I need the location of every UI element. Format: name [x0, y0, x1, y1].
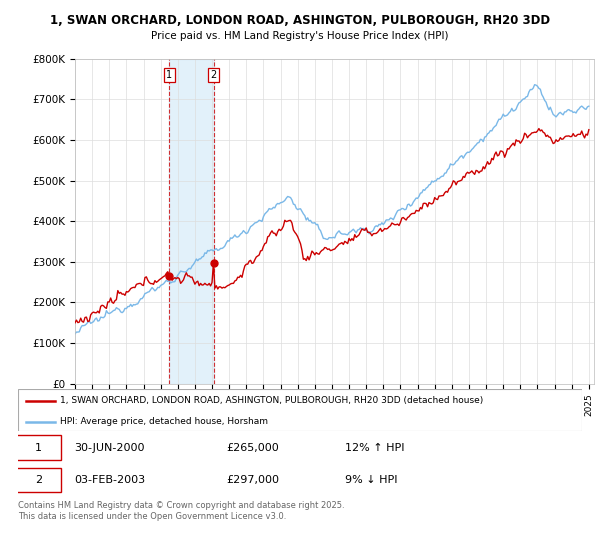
Text: £297,000: £297,000 [227, 475, 280, 486]
Text: 1, SWAN ORCHARD, LONDON ROAD, ASHINGTON, PULBOROUGH, RH20 3DD (detached house): 1, SWAN ORCHARD, LONDON ROAD, ASHINGTON,… [60, 396, 484, 405]
FancyBboxPatch shape [15, 436, 61, 460]
Text: 1, SWAN ORCHARD, LONDON ROAD, ASHINGTON, PULBOROUGH, RH20 3DD: 1, SWAN ORCHARD, LONDON ROAD, ASHINGTON,… [50, 14, 550, 27]
Text: 2: 2 [211, 70, 217, 80]
Text: 03-FEB-2003: 03-FEB-2003 [74, 475, 146, 486]
FancyBboxPatch shape [18, 389, 582, 431]
Text: 9% ↓ HPI: 9% ↓ HPI [345, 475, 398, 486]
Text: HPI: Average price, detached house, Horsham: HPI: Average price, detached house, Hors… [60, 417, 268, 427]
Text: £265,000: £265,000 [227, 442, 280, 452]
Text: Contains HM Land Registry data © Crown copyright and database right 2025.
This d: Contains HM Land Registry data © Crown c… [18, 501, 344, 521]
Text: 30-JUN-2000: 30-JUN-2000 [74, 442, 145, 452]
Text: 12% ↑ HPI: 12% ↑ HPI [345, 442, 404, 452]
Text: Price paid vs. HM Land Registry's House Price Index (HPI): Price paid vs. HM Land Registry's House … [151, 31, 449, 41]
Text: 1: 1 [166, 70, 172, 80]
FancyBboxPatch shape [15, 468, 61, 492]
Text: 2: 2 [35, 475, 42, 486]
Bar [169, 59, 214, 384]
Text: 1: 1 [35, 442, 42, 452]
